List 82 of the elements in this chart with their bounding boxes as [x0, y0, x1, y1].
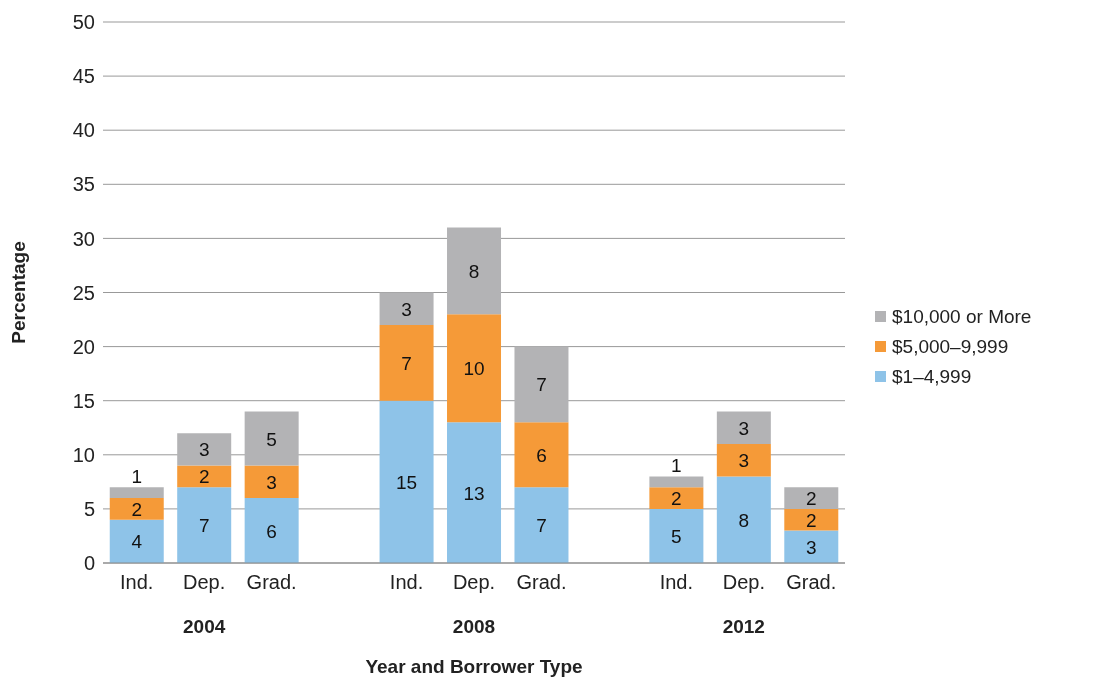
bar	[447, 422, 502, 563]
x-tick-label: Dep.	[183, 571, 226, 593]
y-tick-label: 30	[72, 227, 95, 250]
bar	[649, 487, 704, 509]
bar	[379, 324, 434, 401]
legend-label: $10,000 or More	[892, 305, 1032, 328]
x-tick-label: Ind.	[659, 571, 694, 593]
bar	[649, 508, 704, 563]
legend-label: $1–4,999	[892, 365, 972, 388]
data-label: 1	[671, 455, 682, 477]
data-label: 15	[395, 471, 418, 493]
x-tick-label: Dep.	[452, 571, 496, 593]
y-tick-label: 35	[72, 173, 95, 196]
bar	[177, 433, 232, 466]
x-axis-title: Year and Borrower Type	[365, 656, 583, 677]
data-label: 8	[738, 509, 750, 531]
bar	[514, 422, 569, 488]
bar	[514, 346, 569, 423]
bar	[244, 411, 299, 466]
x-tick-label: Grad.	[786, 571, 837, 593]
x-tick-label: Grad.	[516, 571, 567, 593]
bar	[109, 487, 164, 499]
y-tick-label: 50	[72, 11, 95, 34]
bar	[244, 498, 299, 563]
data-label: 2	[131, 498, 143, 520]
bar	[244, 465, 299, 499]
data-label: 4	[131, 531, 143, 553]
bar	[379, 400, 434, 563]
y-tick-label: 0	[83, 552, 95, 575]
bar	[716, 411, 771, 444]
data-label: 10	[463, 358, 485, 380]
y-tick-label: 45	[72, 65, 95, 88]
text: 2004	[183, 616, 226, 637]
data-label: 2	[198, 466, 210, 488]
data-label: 3	[266, 471, 277, 493]
data-label: 3	[738, 450, 750, 472]
data-label: 13	[463, 482, 485, 504]
data-label: 1	[131, 466, 143, 488]
bar	[784, 530, 839, 563]
bar	[177, 465, 232, 488]
y-tick-label: 5	[83, 498, 95, 520]
data-label: 5	[266, 428, 277, 450]
text: 2012	[722, 616, 765, 637]
bar	[784, 487, 839, 509]
data-label: 2	[806, 509, 817, 531]
data-label: 2	[671, 488, 682, 510]
data-label: 7	[401, 352, 412, 374]
bar	[716, 443, 771, 477]
data-label: 7	[536, 515, 547, 537]
y-tick-label: 15	[72, 389, 95, 412]
bar	[379, 292, 434, 325]
legend-label: $5,000–9,999	[892, 335, 1009, 358]
bar	[109, 519, 164, 563]
bar	[109, 498, 164, 520]
bar	[716, 476, 771, 563]
bar	[649, 476, 704, 488]
data-label: 6	[266, 520, 277, 542]
y-tick-label: 40	[72, 119, 95, 142]
bar	[177, 487, 232, 563]
bar	[514, 487, 569, 563]
data-label: 5	[671, 525, 682, 547]
text: 2008	[452, 616, 496, 637]
data-label: 3	[806, 536, 817, 558]
y-tick-label: 25	[72, 281, 95, 304]
x-tick-label: Ind.	[120, 571, 154, 593]
data-label: 6	[536, 444, 547, 466]
bar	[447, 227, 502, 315]
x-tick-label: Dep.	[722, 571, 765, 593]
data-label: 3	[198, 439, 210, 461]
y-tick-label: 20	[72, 335, 95, 358]
x-tick-label: Ind.	[389, 571, 424, 593]
data-label: 8	[468, 260, 480, 282]
data-label: 3	[401, 298, 412, 320]
data-label: 2	[806, 488, 817, 510]
x-tick-label: Grad.	[246, 571, 297, 593]
data-label: 7	[536, 374, 547, 396]
y-axis-title: Percentage	[7, 241, 29, 344]
y-tick-label: 10	[72, 443, 95, 466]
bar	[447, 314, 502, 423]
data-label: 7	[198, 515, 210, 537]
bar	[784, 508, 839, 531]
data-label: 3	[738, 417, 750, 439]
